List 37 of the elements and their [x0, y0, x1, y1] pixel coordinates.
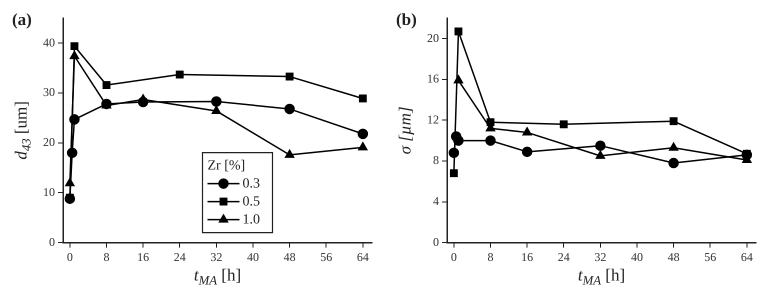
x-tick-label: 56 [704, 250, 716, 264]
y-axis-title: d43 [um] [11, 101, 34, 160]
x-tick-label: 16 [137, 250, 150, 264]
y-tick-label: 10 [43, 184, 55, 199]
x-tick-label: 16 [521, 250, 534, 264]
x-tick-label: 8 [487, 250, 494, 264]
x-tick-label: 48 [284, 250, 296, 264]
y-axis-title: σ [µm] [395, 106, 414, 154]
x-tick-label: 32 [210, 250, 222, 264]
y-tick-label: 20 [427, 30, 439, 45]
x-tick-label: 8 [103, 250, 110, 264]
y-tick-label: 20 [43, 135, 55, 150]
y-tick-label: 0 [49, 234, 55, 249]
x-tick-label: 0 [66, 250, 73, 264]
chart-title: (b) [396, 10, 417, 29]
x-tick-label: 48 [668, 250, 680, 264]
x-tick-label: 32 [594, 250, 606, 264]
x-tick-label: 40 [246, 250, 259, 264]
y-tick-label: 30 [43, 85, 55, 100]
y-tick-label: 8 [433, 153, 439, 168]
x-tick-label: 64 [356, 250, 369, 264]
legend-label: 1.0 [242, 212, 260, 228]
chart-title: (a) [12, 10, 32, 29]
x-tick-label: 24 [558, 250, 570, 264]
legend-title: Zr [%] [208, 158, 246, 174]
y-tick-label: 12 [427, 112, 439, 126]
legend-label: 0.3 [242, 176, 260, 192]
x-tick-label: 40 [630, 250, 643, 264]
y-tick-label: 16 [427, 72, 439, 86]
x-tick-label: 0 [450, 250, 457, 264]
x-tick-label: 64 [740, 250, 753, 264]
x-tick-label: 24 [174, 250, 186, 264]
y-tick-label: 4 [433, 194, 439, 208]
y-tick-label: 40 [43, 35, 55, 50]
y-tick-label: 0 [433, 234, 439, 249]
legend-label: 0.5 [242, 194, 260, 210]
x-tick-label: 56 [320, 250, 332, 264]
